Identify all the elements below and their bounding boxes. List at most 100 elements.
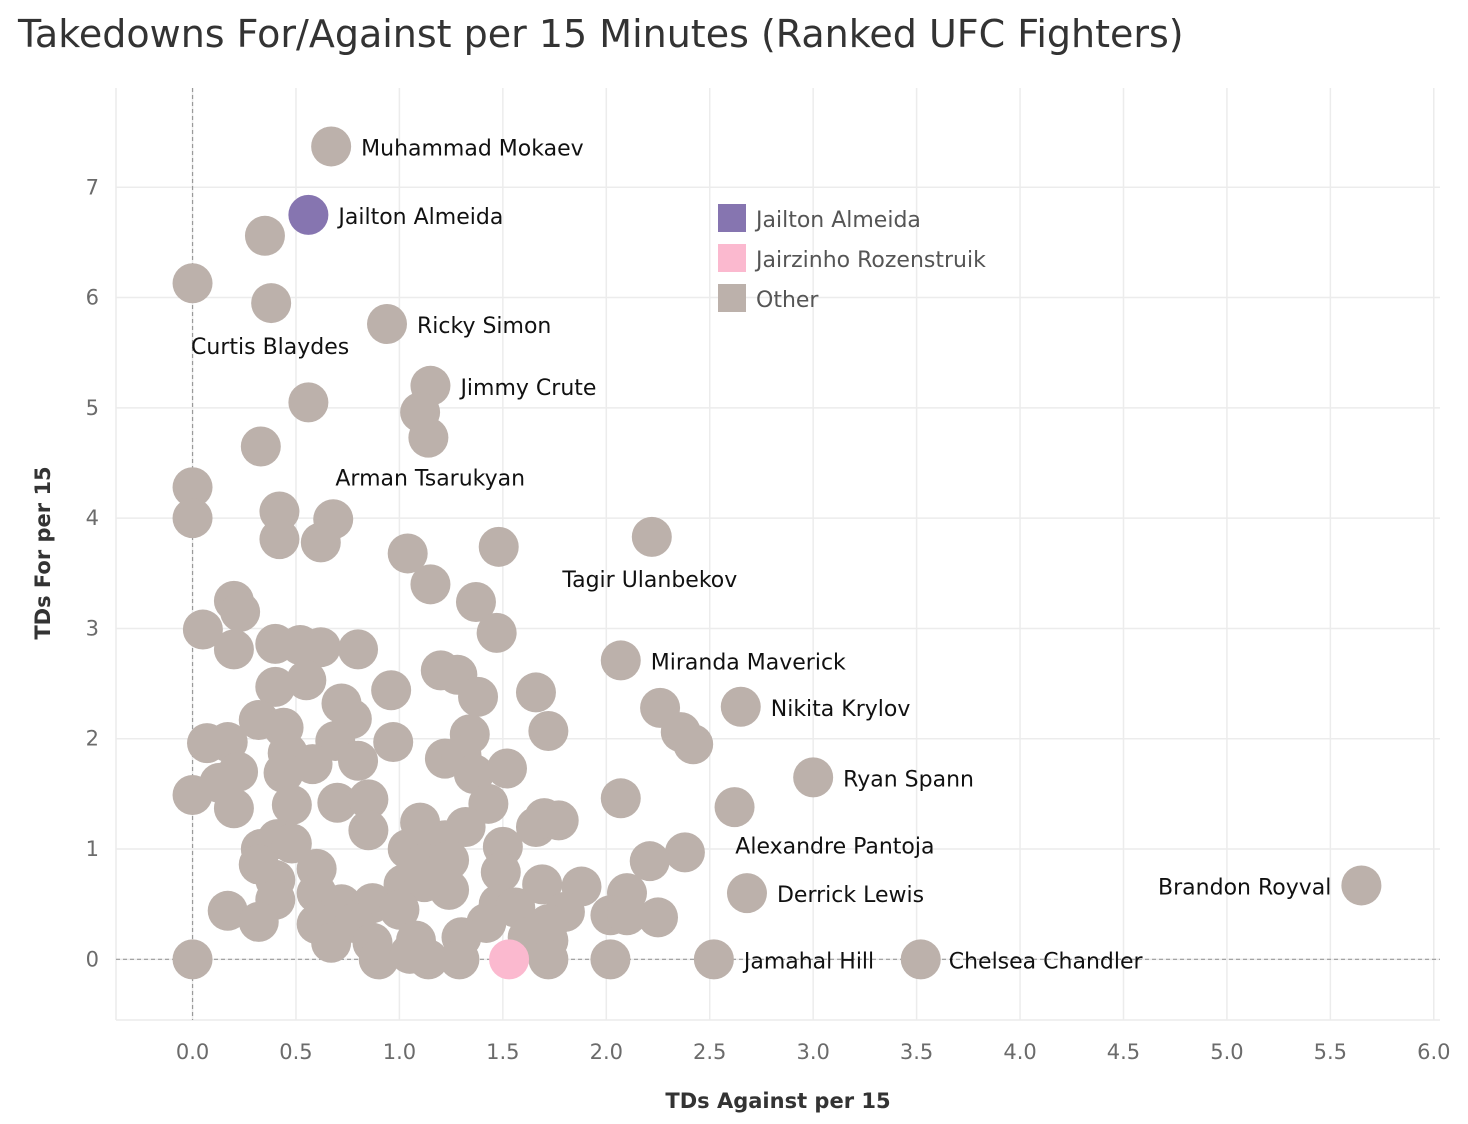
point-label: Jamahal Hill [742,949,874,974]
data-point [408,939,449,980]
data-point [453,754,494,795]
data-point [387,533,428,574]
data-point [480,852,521,893]
data-point [379,889,420,930]
x-tick-label: 2.0 [590,1040,623,1064]
data-point [220,591,261,632]
point-label: Derrick Lewis [777,883,924,908]
tick-layer: 0.0 0.5 1.0 1.5 2.0 2.5 3.0 3.5 4.0 4.5 5.0 5.5 6.0 0… [86,175,1451,1064]
point-label: Ricky Simon [417,314,551,339]
legend-swatch [718,284,746,312]
label-layer: Muhammad Mokaev Curtis Blaydes Ricky Simon… [191,136,1331,974]
data-point [348,810,389,851]
point-label: Alexandre Pantoja [735,834,934,859]
data-point [207,890,248,931]
data-point [515,672,556,713]
grid-layer [115,88,1440,1021]
point-label: Chelsea Chandler [949,949,1144,974]
data-point [172,498,213,539]
data-point [408,417,449,458]
legend: Jailton Almeida Jairzinho Rozenstruik Othe… [718,204,986,313]
legend-swatch [718,204,746,232]
data-point [213,629,254,670]
data-point [338,740,379,781]
data-point [600,778,641,819]
point-layer [172,126,1382,980]
data-point-jailton-almeida [288,194,329,235]
data-point [673,724,714,765]
data-point [263,752,304,793]
x-tick-label: 3.5 [900,1040,933,1064]
y-tick-label: 3 [86,616,99,640]
data-point [244,215,285,256]
x-tick-label: 4.0 [1003,1040,1036,1064]
data-point [271,784,312,825]
data-point [631,516,672,557]
data-point [638,897,679,938]
data-point [300,627,341,668]
point-label: Curtis Blaydes [191,335,349,360]
data-point [528,939,569,980]
x-tick-label: 5.0 [1210,1040,1243,1064]
data-point [429,869,470,910]
data-point [714,787,755,828]
data-point [486,748,527,789]
data-point [182,609,223,650]
x-tick-label: 3.0 [796,1040,829,1064]
data-point [311,922,352,963]
data-point [172,467,213,508]
data-point [300,522,341,563]
data-point [259,519,300,560]
data-point [528,711,569,752]
data-point [251,283,292,324]
data-point [172,263,213,304]
data-point [439,939,480,980]
data-point [629,841,670,882]
data-point [590,939,631,980]
legend-swatch [718,244,746,272]
legend-label: Other [756,288,819,313]
data-point [478,526,519,567]
legend-label: Jairzinho Rozenstruik [754,248,986,273]
data-point [455,581,496,622]
data-point [600,640,641,681]
data-point [259,491,300,532]
point-label: Arman Tsarukyan [335,466,525,491]
data-point-jairzinho-rozenstruik [489,939,530,980]
data-point [338,629,379,670]
data-point [476,612,517,653]
data-point [1341,865,1382,906]
data-point [286,660,327,701]
x-axis-title: TDs Against per 15 [665,1089,890,1113]
data-point [373,722,414,763]
data-point [255,666,296,707]
data-point [317,782,358,823]
data-point [348,779,389,820]
data-point [793,757,834,798]
point-label: Miranda Maverick [651,650,846,675]
x-tick-label: 1.0 [383,1040,416,1064]
x-tick-label: 2.5 [693,1040,726,1064]
y-tick-label: 5 [86,396,99,420]
data-point [458,676,499,717]
point-label: Tagir Ulanbekov [561,568,737,593]
point-label: Nikita Krylov [771,697,911,722]
data-point [288,382,329,423]
x-tick-label: 0.5 [279,1040,312,1064]
point-label: Ryan Spann [843,767,974,792]
point-label: Jimmy Crute [458,376,596,401]
data-point [172,939,213,980]
data-point [664,832,705,873]
point-label: Jailton Almeida [336,205,503,230]
data-point [271,823,312,864]
data-point [367,304,408,345]
y-tick-label: 7 [86,175,99,199]
data-point [606,895,647,936]
y-tick-label: 6 [86,286,99,310]
x-tick-label: 5.5 [1314,1040,1347,1064]
data-point [371,670,412,711]
data-point [238,901,279,942]
legend-label: Jailton Almeida [754,208,921,233]
data-point [410,564,451,605]
